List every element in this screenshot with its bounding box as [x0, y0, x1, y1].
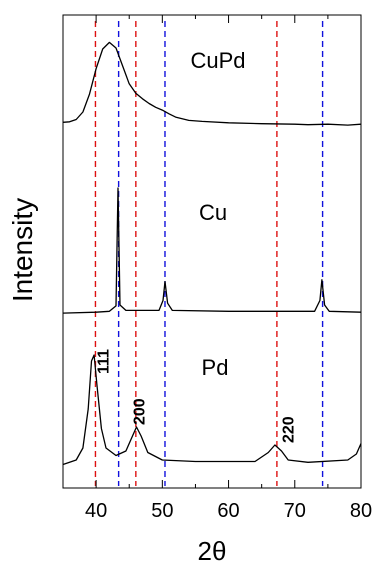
series-label-cupd: CuPd: [190, 48, 245, 73]
series-label-cu: Cu: [199, 200, 227, 225]
peak-label-111: 111: [96, 349, 113, 374]
x-ticks: 40 50 60 70 80: [62, 15, 372, 522]
reference-lines: [94, 21, 324, 486]
x-axis-label: 2θ: [198, 536, 227, 566]
plot-frame: [62, 14, 362, 489]
series-cupd-line: [62, 41, 362, 126]
series-pd-line: [62, 354, 362, 466]
curves: [62, 41, 362, 466]
x-tick-label-70: 70: [284, 500, 306, 522]
x-tick-label-80: 80: [350, 500, 372, 522]
series-cu-line: [62, 187, 362, 314]
y-axis-label: Intensity: [7, 198, 38, 302]
x-tick-label-60: 60: [217, 500, 239, 522]
x-tick-label-40: 40: [85, 500, 107, 522]
peak-label-220: 220: [281, 416, 298, 443]
x-tick-label-50: 50: [151, 500, 173, 522]
peak-labels: 111 200 220: [96, 349, 298, 443]
peak-label-200: 200: [132, 398, 149, 425]
series-label-pd: Pd: [202, 355, 229, 380]
